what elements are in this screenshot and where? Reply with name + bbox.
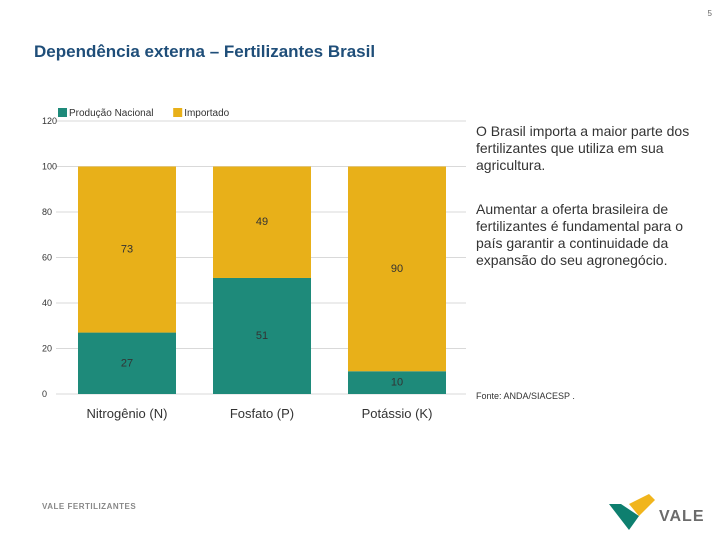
intro-paragraph: O Brasil importa a maior parte dos ferti… <box>476 123 690 173</box>
strategy-paragraph: Aumentar a oferta brasileira de fertiliz… <box>476 201 684 268</box>
y-tick-label: 40 <box>42 298 52 308</box>
bar-segment <box>78 332 176 394</box>
data-label: 73 <box>121 244 133 256</box>
data-label: 49 <box>256 216 268 228</box>
category-label: Potássio (K) <box>362 406 433 421</box>
bar-segment <box>348 371 446 394</box>
source-note: Fonte: ANDA/SIACESP . <box>476 391 575 401</box>
data-label: 10 <box>391 377 403 389</box>
vale-logo: VALE <box>607 492 707 532</box>
bar-segment <box>348 166 446 372</box>
page-number: 5 <box>707 9 712 18</box>
y-tick-label: 60 <box>42 253 52 263</box>
data-label: 90 <box>391 263 403 275</box>
y-tick-label: 120 <box>42 116 57 126</box>
legend-label: Importado <box>184 108 229 119</box>
bar-segment <box>213 277 311 394</box>
category-label: Nitrogênio (N) <box>87 406 168 421</box>
category-label: Fosfato (P) <box>230 406 294 421</box>
y-tick-label: 20 <box>42 344 52 354</box>
vale-logo-icon <box>609 494 655 530</box>
legend-swatch <box>173 108 183 117</box>
y-tick-label: 100 <box>42 162 57 172</box>
bar-segment <box>213 166 311 278</box>
vale-logo-text: VALE <box>659 508 705 525</box>
y-tick-label: 0 <box>42 389 47 399</box>
legend-label: Produção Nacional <box>69 108 154 119</box>
data-label: 51 <box>256 330 268 342</box>
y-tick-label: 80 <box>42 207 52 217</box>
page-title: Dependência externa – Fertilizantes Bras… <box>34 42 376 61</box>
bar-segment <box>78 166 176 333</box>
legend-swatch <box>58 108 67 117</box>
data-label: 27 <box>121 357 133 369</box>
footer-brand: VALE FERTILIZANTES <box>42 502 137 511</box>
